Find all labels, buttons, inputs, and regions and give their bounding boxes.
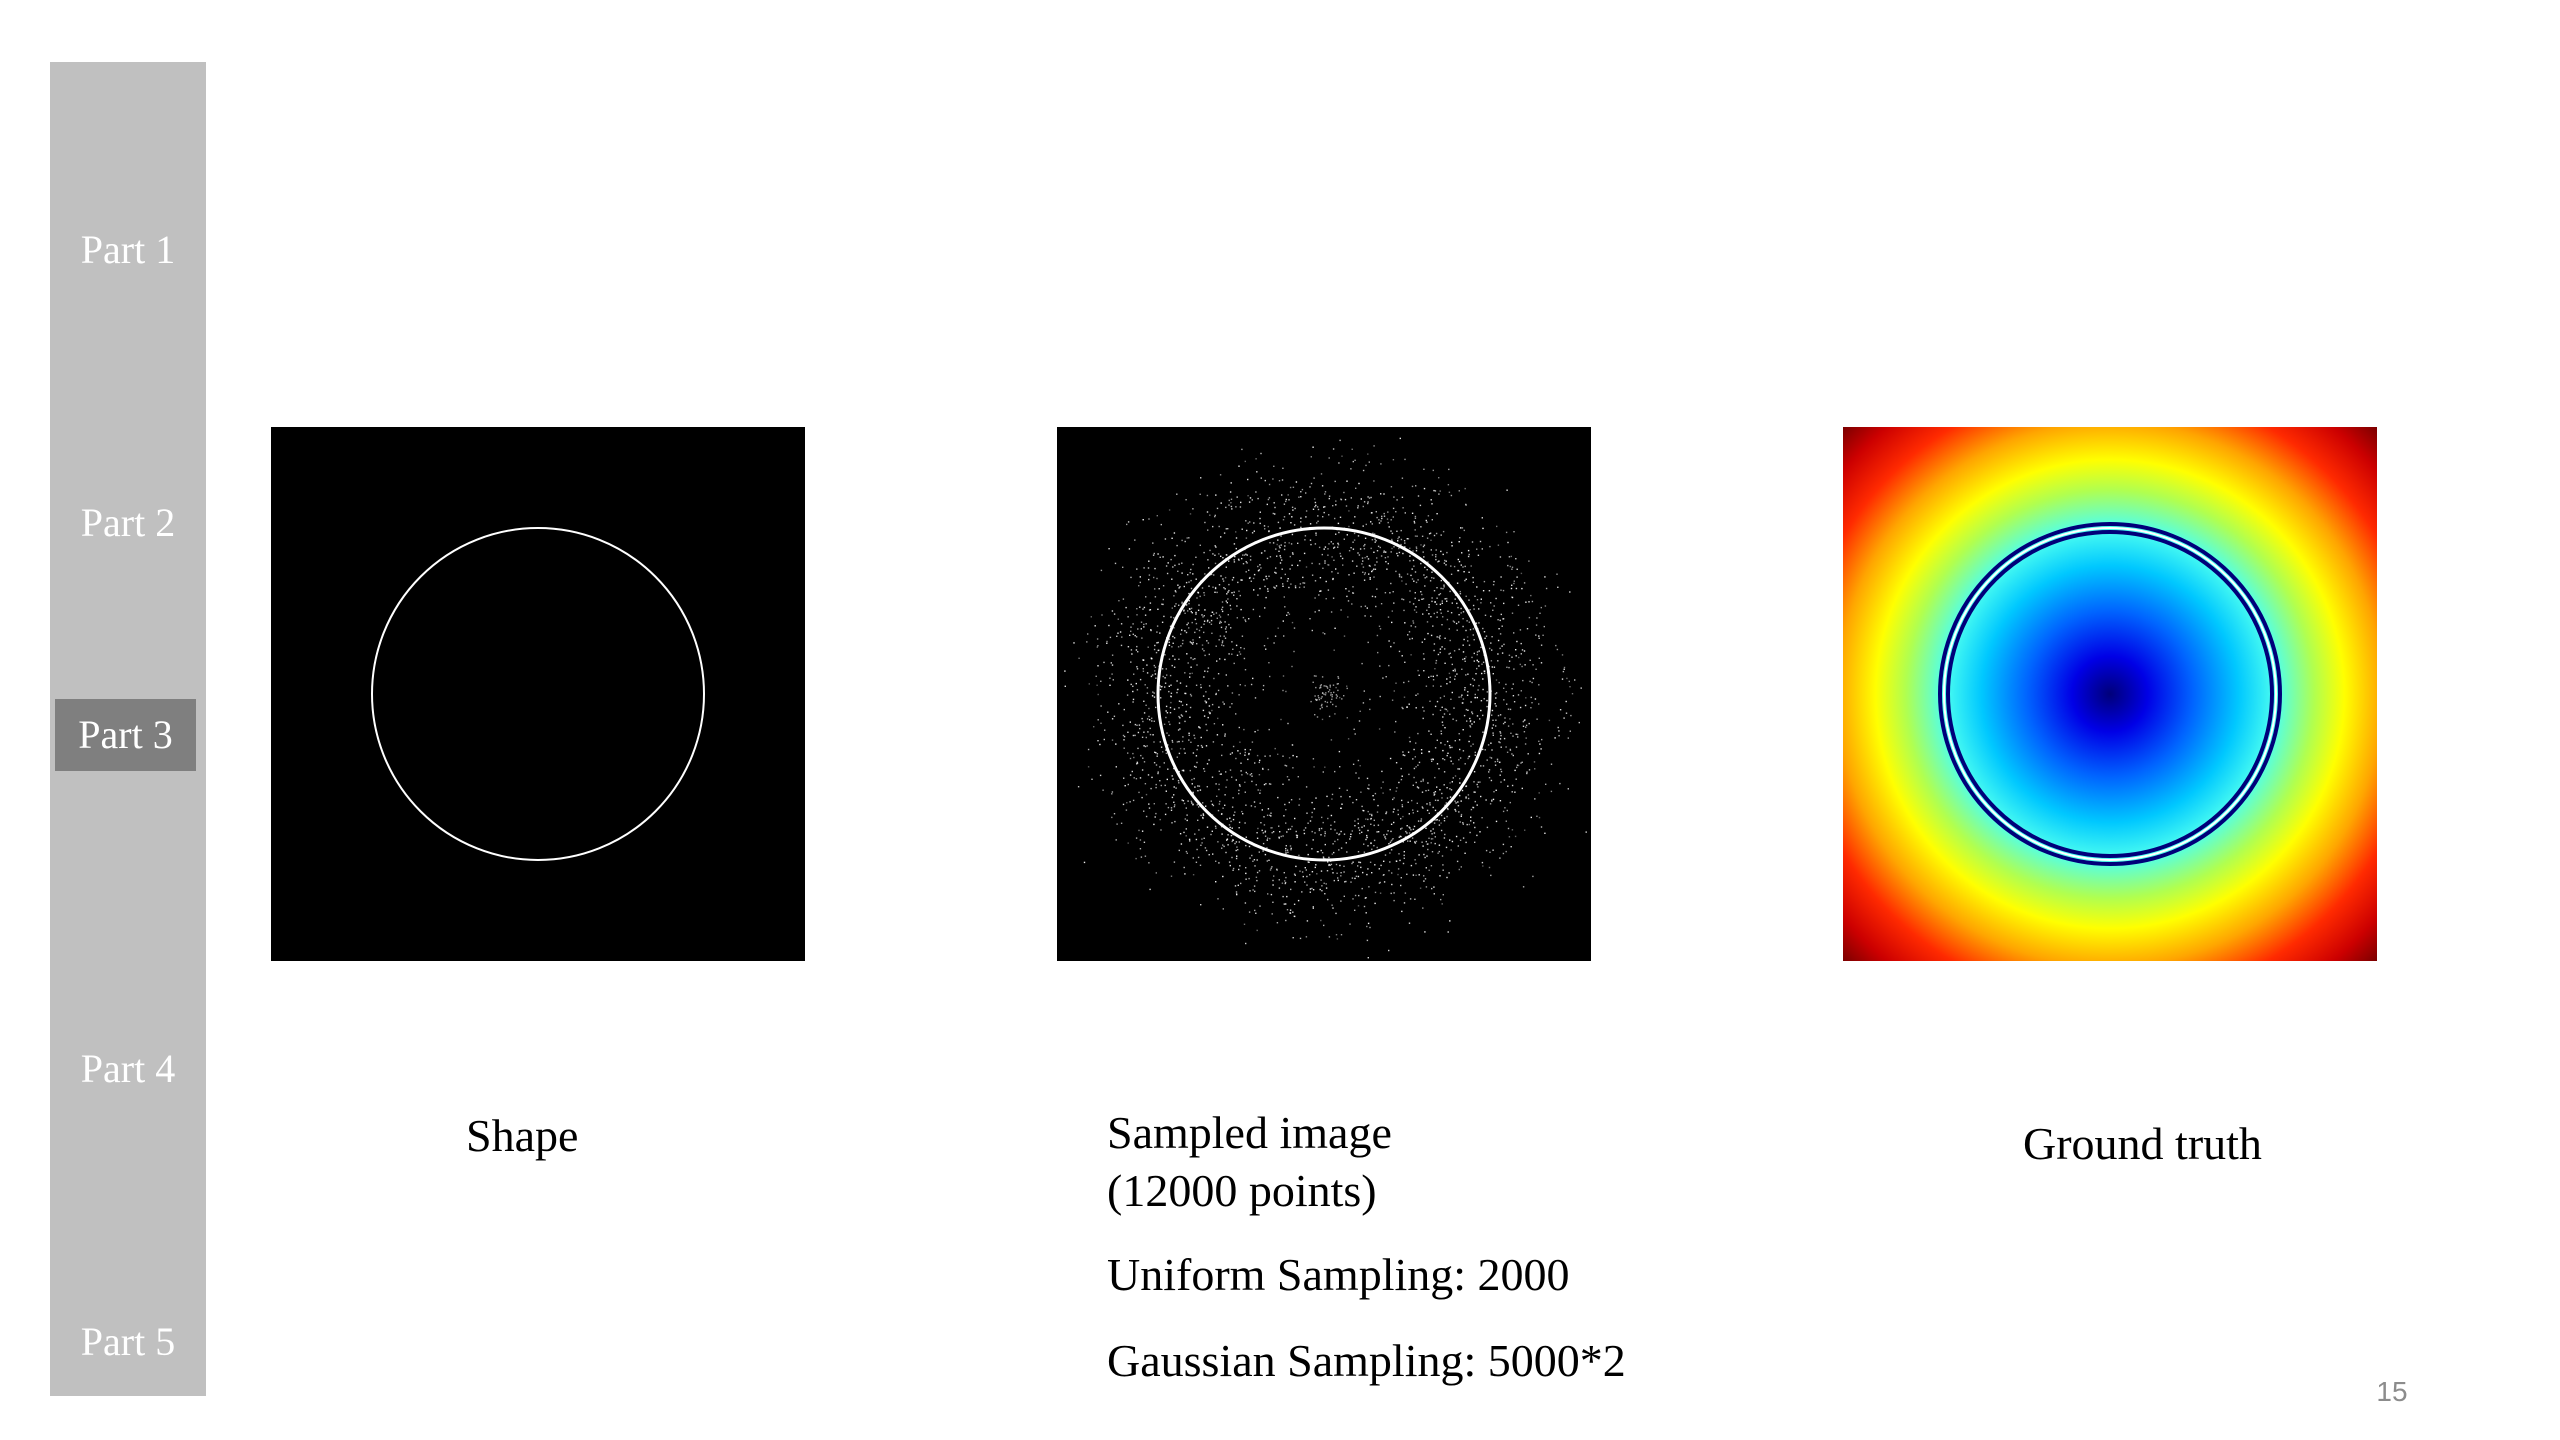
ground-truth-image xyxy=(1843,427,2377,961)
sampled-image xyxy=(1057,427,1591,961)
sidebar-item-part-3[interactable]: Part 3 xyxy=(55,699,196,771)
ground-truth-distance-graphic xyxy=(1843,427,2377,961)
sidebar: Part 1 Part 2 Part 3 Part 4 Part 5 xyxy=(50,62,206,1396)
sidebar-item-part-2[interactable]: Part 2 xyxy=(80,500,176,545)
shape-image xyxy=(271,427,805,961)
sidebar-item-part-5[interactable]: Part 5 xyxy=(80,1319,176,1364)
sampled-points-graphic xyxy=(1057,427,1591,961)
sampled-caption-count: (12000 points) xyxy=(1107,1165,1377,1216)
sampled-caption-title: Sampled image xyxy=(1107,1107,1392,1158)
gaussian-sampling-text: Gaussian Sampling: 5000*2 xyxy=(1107,1335,1626,1386)
uniform-sampling-text: Uniform Sampling: 2000 xyxy=(1107,1249,1570,1300)
page-number: 15 xyxy=(2376,1376,2408,1407)
shape-circle-graphic xyxy=(271,427,805,961)
sidebar-item-part-4[interactable]: Part 4 xyxy=(80,1046,176,1091)
shape-caption: Shape xyxy=(466,1110,579,1161)
ground-truth-caption: Ground truth xyxy=(2023,1118,2262,1169)
sidebar-item-part-1[interactable]: Part 1 xyxy=(80,227,176,272)
